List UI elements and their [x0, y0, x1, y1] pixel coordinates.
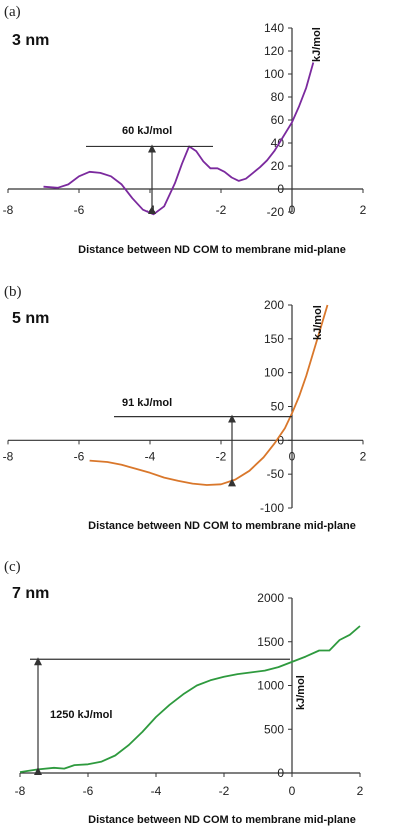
y-tick-label: 0	[277, 433, 284, 447]
panel-b: (b) 5 nm -8 -6 -4 -2 0 2 -100 -50 0 50 100 150 200 9…	[3, 284, 367, 532]
size-label: 7 nm	[12, 585, 49, 602]
y-tick-label: 1500	[257, 635, 284, 649]
x-axis-label: Distance between ND COM to membrane mid-…	[88, 520, 356, 532]
annotation-label: 91 kJ/mol	[122, 397, 172, 409]
size-label: 3 nm	[12, 32, 49, 49]
y-tick-label: -50	[267, 467, 285, 481]
x-tick-label: 0	[289, 203, 296, 217]
panel-c-series	[19, 625, 361, 773]
x-axis-label: Distance between ND COM to membrane mid-…	[88, 814, 356, 826]
x-tick-label: -6	[74, 203, 85, 217]
panel-b-annotation	[114, 414, 292, 487]
y-tick-label: 60	[271, 113, 285, 127]
size-label: 5 nm	[12, 310, 49, 327]
y-tick-label: 50	[271, 400, 285, 414]
annotation-label: 60 kJ/mol	[122, 125, 172, 137]
panel-b-ticks: -8 -6 -4 -2 0 2 -100 -50 0 50 100 150 200	[3, 298, 367, 515]
y-tick-label: 500	[264, 722, 284, 736]
y-tick-label: 120	[264, 44, 284, 58]
panel-a-axes	[8, 28, 363, 212]
x-tick-label: 2	[360, 203, 367, 217]
y-tick-label: 140	[264, 21, 284, 35]
x-axis-label: Distance between ND COM to membrane mid-…	[78, 244, 346, 256]
x-tick-label: -2	[216, 449, 227, 463]
panel-c-axes	[20, 598, 360, 774]
y-tick-label: 1000	[257, 679, 284, 693]
x-tick-label: -6	[74, 449, 85, 463]
y-tick-label: 0	[277, 182, 284, 196]
y-tick-label: -100	[260, 501, 284, 515]
x-tick-label: 0	[289, 449, 296, 463]
x-tick-label: -6	[83, 784, 94, 798]
annotation-label: 1250 kJ/mol	[50, 709, 112, 721]
x-tick-label: -2	[216, 203, 227, 217]
x-tick-label: 2	[360, 449, 367, 463]
y-tick-label: -20	[267, 205, 285, 219]
y-tick-label: 0	[277, 766, 284, 780]
panel-a: (a) 3 nm -8 -6 -4 -2 0 2-20020406080100120140…	[3, 4, 367, 256]
panel-b-axes	[8, 305, 363, 508]
x-tick-label: 2	[357, 784, 364, 798]
y-axis-label: kJ/mol	[311, 27, 323, 62]
panel-letter: (c)	[4, 559, 21, 575]
panel-c-ticks: -8 -6 -4 -2 0 2 0 500 1000 1500 2000	[15, 591, 364, 798]
y-tick-label: 80	[271, 90, 285, 104]
y-tick-label: 100	[264, 67, 284, 81]
y-tick-label: 200	[264, 298, 284, 312]
x-tick-label: -4	[151, 784, 162, 798]
panel-letter: (a)	[4, 4, 21, 20]
series-line	[19, 625, 361, 773]
series-line	[43, 62, 315, 216]
panel-a-series	[43, 62, 315, 216]
y-tick-label: 20	[271, 159, 285, 173]
panel-a-annotation	[86, 144, 213, 214]
y-tick-label: 150	[264, 332, 284, 346]
panel-letter: (b)	[4, 284, 22, 300]
x-tick-label: -8	[15, 784, 26, 798]
panel-c: (c) 7 nm -8 -6 -4 -2 0 2 0 500 1000 1500 2000 1250…	[4, 559, 364, 826]
x-tick-label: 0	[289, 784, 296, 798]
y-tick-label: 2000	[257, 591, 284, 605]
y-axis-label: kJ/mol	[312, 305, 324, 340]
x-tick-label: -2	[219, 784, 230, 798]
panel-c-annotation	[30, 657, 290, 775]
y-tick-label: 100	[264, 366, 284, 380]
y-axis-label: kJ/mol	[295, 675, 307, 710]
x-tick-label: -8	[3, 203, 14, 217]
x-tick-label: -4	[145, 449, 156, 463]
x-tick-label: -8	[3, 449, 14, 463]
